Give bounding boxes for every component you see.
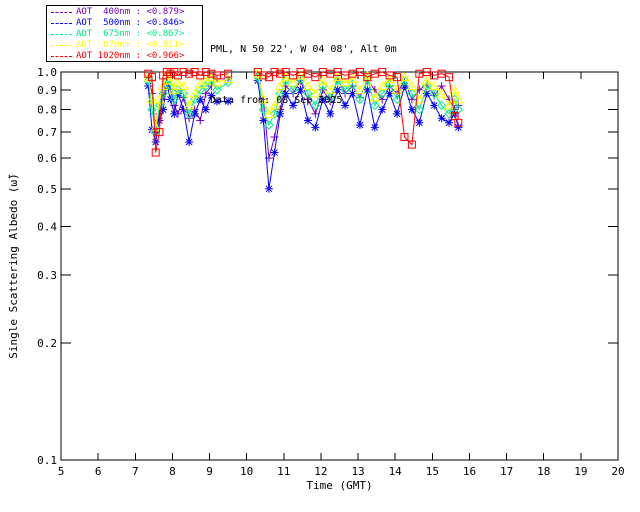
x-tick-label: 20 [611, 465, 624, 478]
x-tick-label: 11 [277, 465, 290, 478]
station-header: PML, N 50 22', W 04 08', Alt 0m Data fro… [210, 7, 397, 143]
x-tick-label: 14 [389, 465, 403, 478]
legend-label: AOT 675nm : <0.867> [76, 29, 185, 39]
x-tick-label: 15 [426, 465, 439, 478]
legend-line-sample [51, 12, 72, 13]
y-tick-label: 0.3 [37, 269, 57, 282]
x-tick-label: 13 [351, 465, 364, 478]
legend-item-870nm: AOT 870nm : <0.911> [51, 40, 202, 51]
x-tick-label: 6 [95, 465, 102, 478]
y-axis-title: Single Scattering Albedo (ω̃) [7, 173, 20, 358]
legend-item-400nm: AOT 400nm : <0.879> [51, 7, 202, 18]
y-tick-label: 0.8 [37, 104, 57, 117]
legend-line-sample [51, 23, 72, 24]
axes: 5 6 7 8 9 10 11 12 13 14 15 16 17 18 19 20 1.0 0.9 0.8 0.7 0… [37, 66, 625, 478]
y-tick-label: 0.6 [37, 152, 57, 165]
legend: AOT 400nm : <0.879> AOT 500nm : <0.846> AO… [46, 5, 203, 62]
x-tick-label: 17 [500, 465, 513, 478]
legend-line-sample [51, 45, 72, 46]
y-tick-label: 0.5 [37, 183, 57, 196]
legend-label: AOT 500nm : <0.846> [76, 18, 185, 28]
x-tick-label: 18 [537, 465, 550, 478]
series-1020nm [144, 68, 463, 157]
data-date: Data from: 08 Sep 2025 [210, 95, 343, 106]
x-axis-title: Time (GMT) [306, 479, 372, 492]
y-tick-label: 0.7 [37, 126, 57, 139]
y-tick-label: 0.4 [37, 220, 57, 233]
y-tick-label: 0.9 [37, 84, 57, 97]
legend-line-sample [51, 56, 72, 57]
legend-line-sample [51, 34, 72, 35]
legend-label: AOT 870nm : <0.911> [76, 40, 185, 50]
x-tick-label: 8 [169, 465, 176, 478]
legend-label: AOT 400nm : <0.879> [76, 7, 185, 17]
legend-item-1020nm: AOT 1020nm : <0.966> [51, 51, 202, 62]
y-tick-label: 0.1 [37, 454, 57, 467]
legend-item-500nm: AOT 500nm : <0.846> [51, 18, 202, 29]
x-tick-label: 19 [574, 465, 587, 478]
y-tick-label: 1.0 [37, 66, 57, 79]
x-tick-label: 12 [314, 465, 327, 478]
legend-item-675nm: AOT 675nm : <0.867> [51, 29, 202, 40]
x-tick-label: 10 [240, 465, 253, 478]
station-info: PML, N 50 22', W 04 08', Alt 0m [210, 44, 397, 55]
x-tick-label: 5 [58, 465, 65, 478]
x-tick-label: 9 [206, 465, 213, 478]
legend-label: AOT 1020nm : <0.966> [76, 51, 185, 61]
y-tick-label: 0.2 [37, 337, 57, 350]
x-tick-label: 7 [132, 465, 139, 478]
x-tick-label: 16 [463, 465, 476, 478]
